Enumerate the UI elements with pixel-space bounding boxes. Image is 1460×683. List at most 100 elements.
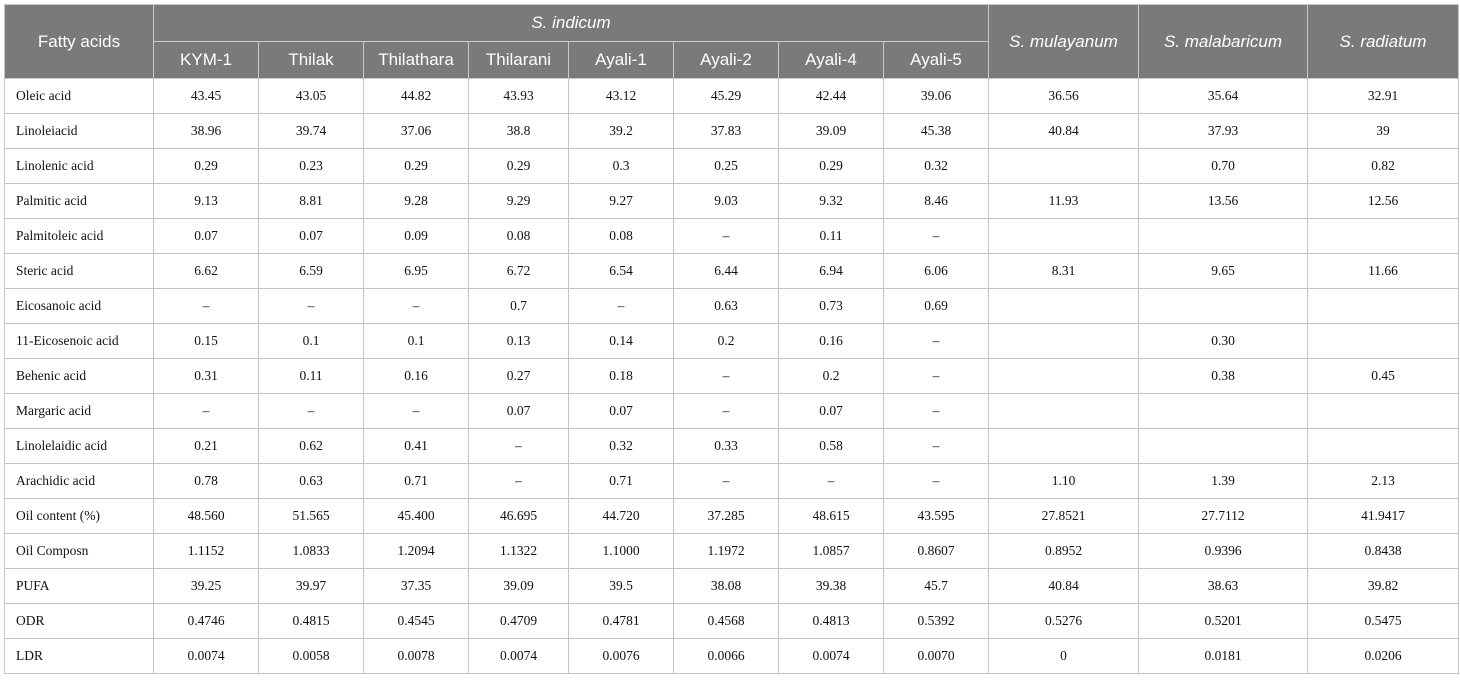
table-cell: 0.0074 xyxy=(778,638,884,674)
table-cell xyxy=(1138,393,1308,429)
table-cell: 1.10 xyxy=(988,463,1139,499)
table-cell: – xyxy=(673,393,779,429)
table-cell: 9.32 xyxy=(778,183,884,219)
table-cell: 45.400 xyxy=(363,498,469,534)
table-cell: 0.09 xyxy=(363,218,469,254)
table-cell: 0.45 xyxy=(1307,358,1459,394)
table-cell: 0.08 xyxy=(568,218,674,254)
table-cell: 9.28 xyxy=(363,183,469,219)
table-cell: 0.0078 xyxy=(363,638,469,674)
table-cell: 2.13 xyxy=(1307,463,1459,499)
table-cell: 0.5392 xyxy=(883,603,989,639)
table-cell: 0.69 xyxy=(883,288,989,324)
table-cell: 0.58 xyxy=(778,428,884,464)
row-label: PUFA xyxy=(4,568,154,604)
table-cell: 0.8952 xyxy=(988,533,1139,569)
row-label: Linolelaidic acid xyxy=(4,428,154,464)
table-cell xyxy=(1307,428,1459,464)
table-cell: 37.83 xyxy=(673,113,779,149)
table-cell: 39.09 xyxy=(468,568,569,604)
table-cell: 0.71 xyxy=(568,463,674,499)
table-cell: 8.31 xyxy=(988,253,1139,289)
table-cell: – xyxy=(363,393,469,429)
table-cell: 6.62 xyxy=(153,253,259,289)
table-cell: – xyxy=(883,218,989,254)
row-label: Margaric acid xyxy=(4,393,154,429)
table-cell xyxy=(1307,393,1459,429)
table-cell: 0.0181 xyxy=(1138,638,1308,674)
table-cell: – xyxy=(258,393,364,429)
table-cell: 0.07 xyxy=(778,393,884,429)
table-cell: 38.8 xyxy=(468,113,569,149)
table-cell: 27.7112 xyxy=(1138,498,1308,534)
table-cell: 38.63 xyxy=(1138,568,1308,604)
table-cell: 38.08 xyxy=(673,568,779,604)
table-cell: 0.8438 xyxy=(1307,533,1459,569)
table-cell: 1.0833 xyxy=(258,533,364,569)
table-cell: 0.38 xyxy=(1138,358,1308,394)
table-cell: 12.56 xyxy=(1307,183,1459,219)
table-row: Oil content (%) 48.560 51.565 45.400 46.695 4… xyxy=(4,498,1459,534)
table-cell: 0.25 xyxy=(673,148,779,184)
header-variety: Ayali-1 xyxy=(568,41,674,79)
table-cell: 6.72 xyxy=(468,253,569,289)
row-label: ODR xyxy=(4,603,154,639)
table-cell: 39.97 xyxy=(258,568,364,604)
table-cell: 0.0058 xyxy=(258,638,364,674)
table-cell: 0.07 xyxy=(258,218,364,254)
table-cell: 0.5475 xyxy=(1307,603,1459,639)
table-row: Eicosanoic acid – – –0.7–0.63 0.73 0.69 xyxy=(4,288,1459,324)
table-cell: – xyxy=(883,358,989,394)
table-cell: 6.95 xyxy=(363,253,469,289)
table-cell: 43.45 xyxy=(153,78,259,114)
table-cell: 0.78 xyxy=(153,463,259,499)
table-cell: 6.44 xyxy=(673,253,779,289)
table-cell: 0.4781 xyxy=(568,603,674,639)
header-s-radiatum: S. radiatum xyxy=(1307,4,1459,79)
row-label: Oil Composn xyxy=(4,533,154,569)
table-cell: – xyxy=(778,463,884,499)
table-row: LDR 0.0074 0.0058 0.0078 0.0074 0.0076 0.0066 0… xyxy=(4,638,1459,674)
table-cell: 35.64 xyxy=(1138,78,1308,114)
table-cell: 0.31 xyxy=(153,358,259,394)
table-cell: 40.84 xyxy=(988,113,1139,149)
table-cell: 8.46 xyxy=(883,183,989,219)
table-row: Steric acid 6.62 6.59 6.95 6.72 6.54 6.44 6.94 6… xyxy=(4,253,1459,289)
row-label: LDR xyxy=(4,638,154,674)
table-cell: 0.15 xyxy=(153,323,259,359)
table-cell: 0.62 xyxy=(258,428,364,464)
header-variety: Ayali-4 xyxy=(778,41,884,79)
header-variety: KYM-1 xyxy=(153,41,259,79)
table-cell: 11.93 xyxy=(988,183,1139,219)
table-cell: 0.21 xyxy=(153,428,259,464)
table-cell: 39.06 xyxy=(883,78,989,114)
table-cell: 1.1322 xyxy=(468,533,569,569)
table-cell: 0.32 xyxy=(568,428,674,464)
table-cell: 0.4545 xyxy=(363,603,469,639)
table-cell: 48.560 xyxy=(153,498,259,534)
table-cell: 6.06 xyxy=(883,253,989,289)
table-cell: – xyxy=(363,288,469,324)
table-cell: 0.27 xyxy=(468,358,569,394)
table-cell: 0.73 xyxy=(778,288,884,324)
table-cell: 0.07 xyxy=(568,393,674,429)
table-cell: – xyxy=(673,463,779,499)
table-cell xyxy=(988,218,1139,254)
table-cell: 39.74 xyxy=(258,113,364,149)
table-cell: 0.2 xyxy=(778,358,884,394)
header-fatty-acids: Fatty acids xyxy=(4,4,154,79)
table-cell: 39 xyxy=(1307,113,1459,149)
header-variety: Thilathara xyxy=(363,41,469,79)
table-cell: 0.14 xyxy=(568,323,674,359)
table-cell: – xyxy=(468,428,569,464)
table-cell: 40.84 xyxy=(988,568,1139,604)
table-cell: 37.93 xyxy=(1138,113,1308,149)
table-cell xyxy=(1138,428,1308,464)
table-cell: 48.615 xyxy=(778,498,884,534)
table-cell: 0.29 xyxy=(778,148,884,184)
row-label: Linolenic acid xyxy=(4,148,154,184)
table-cell: 37.06 xyxy=(363,113,469,149)
table-cell: 37.35 xyxy=(363,568,469,604)
table-cell xyxy=(1307,288,1459,324)
table-cell: 43.12 xyxy=(568,78,674,114)
